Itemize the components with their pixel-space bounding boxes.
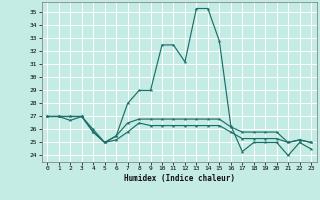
- X-axis label: Humidex (Indice chaleur): Humidex (Indice chaleur): [124, 174, 235, 183]
